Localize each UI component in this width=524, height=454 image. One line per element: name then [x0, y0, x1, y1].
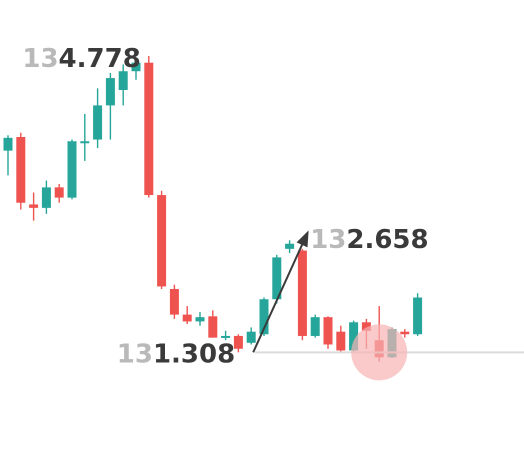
candle	[118, 64, 128, 106]
candle-body-bull	[285, 243, 295, 249]
candle-body-bear	[157, 195, 167, 287]
candle	[105, 72, 115, 140]
candle	[169, 284, 179, 319]
price-label-low: 131.308	[117, 339, 235, 369]
candle-body-bear	[29, 204, 39, 208]
price-label-mid: 132.658	[310, 225, 428, 255]
candle-body-bull	[118, 71, 128, 91]
candle-body-bear	[361, 322, 371, 331]
candle	[195, 312, 205, 326]
candle-body-bear	[144, 62, 154, 196]
candle	[80, 113, 90, 161]
candles-layer	[3, 56, 423, 362]
candle	[144, 56, 154, 198]
candle-body-bull	[131, 62, 141, 72]
candle	[41, 180, 51, 214]
candle-body-bear	[54, 187, 64, 198]
candle	[297, 248, 307, 341]
candle-body-bull	[246, 331, 256, 343]
candle-body-bull	[195, 317, 205, 322]
candle-body-bear	[182, 314, 192, 322]
candle	[131, 58, 141, 80]
candle	[285, 240, 295, 254]
candle-body-bull	[80, 141, 90, 144]
candle	[3, 135, 13, 176]
candle-body-bull	[349, 322, 359, 351]
candle	[67, 139, 77, 200]
candle-body-bear	[336, 331, 346, 351]
candle-body-bear	[233, 335, 243, 349]
candle-body-bull	[3, 137, 13, 151]
candle-body-bull	[310, 317, 320, 336]
candle-body-bull	[259, 299, 269, 335]
candle-body-bull	[67, 141, 77, 198]
candle-body-bull	[221, 335, 231, 338]
candle	[246, 327, 256, 345]
candle-body-bear	[16, 136, 26, 203]
candle-body-bear	[400, 331, 410, 335]
candle	[93, 88, 103, 149]
candle	[400, 329, 410, 338]
candle-body-bull	[105, 78, 115, 106]
candle	[272, 254, 282, 304]
trend-arrow	[252, 230, 309, 353]
candle	[16, 132, 26, 210]
arrow-shaft	[252, 232, 309, 353]
candle	[54, 183, 64, 203]
candle	[336, 325, 346, 354]
candle	[413, 293, 423, 336]
candle	[157, 190, 167, 289]
candle	[29, 192, 39, 221]
candle	[310, 314, 320, 338]
candle-body-bull	[413, 297, 423, 335]
candle-body-bull	[41, 187, 51, 208]
candle	[208, 310, 218, 338]
candle-body-bear	[208, 316, 218, 338]
price-label-high: 134.778	[22, 44, 140, 74]
candle	[323, 316, 333, 349]
candle	[221, 330, 231, 341]
candle-body-bull	[272, 257, 282, 300]
candle-body-bear	[297, 250, 307, 336]
candle	[182, 306, 192, 324]
candle-body-bear	[169, 288, 179, 315]
candle-body-bear	[323, 317, 333, 345]
candle	[233, 334, 243, 353]
low-marker	[351, 324, 408, 381]
candle-body-bull	[93, 105, 103, 140]
arrow-head	[296, 230, 309, 248]
